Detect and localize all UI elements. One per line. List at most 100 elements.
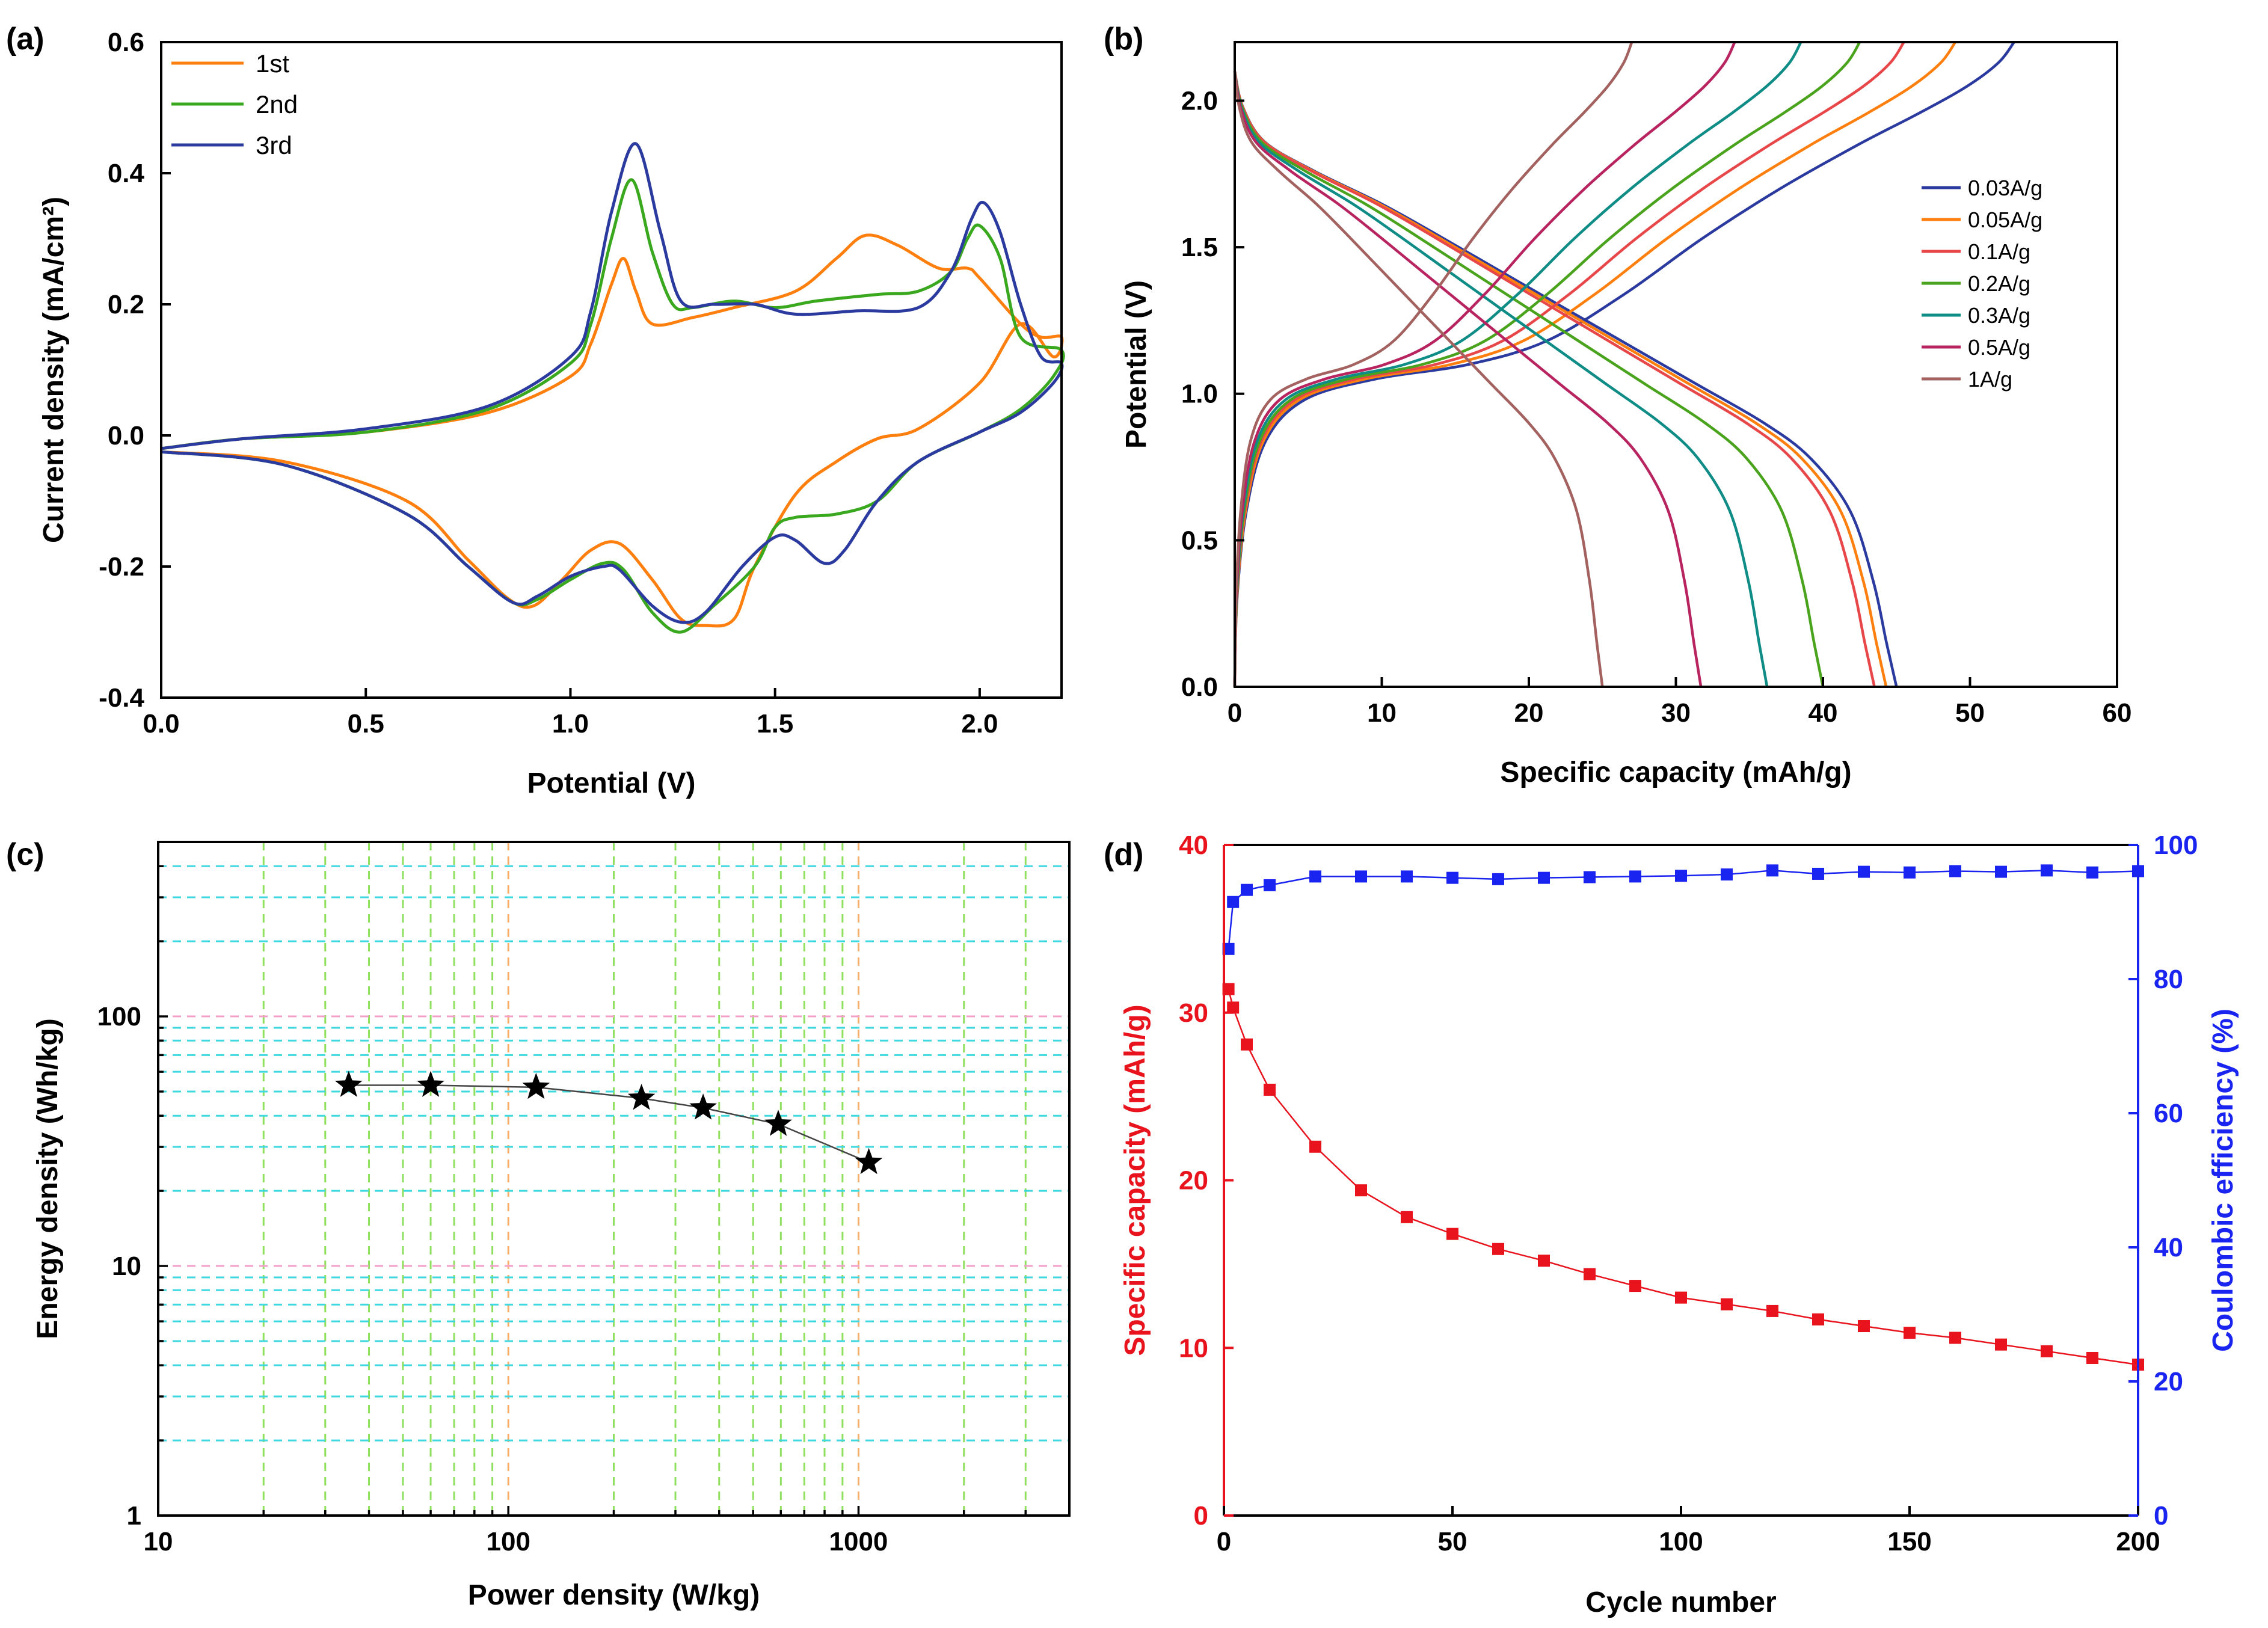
data-point-left (1401, 1211, 1413, 1223)
y-tick-label-right: 20 (2154, 1367, 2183, 1396)
y-axis-title: Current density (mA/cm²) (38, 197, 70, 543)
legend-label: 1A/g (1968, 367, 2012, 392)
data-point-left (1675, 1291, 1687, 1304)
data-point-right (1538, 871, 1550, 884)
data-point-right (1629, 870, 1641, 883)
x-tick-label: 1.0 (552, 709, 589, 739)
y-axis-title: Energy density (Wh/kg) (32, 1018, 64, 1339)
x-tick-label: 50 (1438, 1527, 1467, 1556)
data-point-left (1629, 1280, 1641, 1292)
data-point-left (1241, 1038, 1253, 1051)
x-tick-label: 0.5 (348, 709, 384, 739)
y-tick-label: 1 (127, 1501, 141, 1531)
y-tick-label-left: 0 (1194, 1501, 1208, 1531)
data-point-left (1355, 1184, 1367, 1197)
y-axis-title-right: Coulombic efficiency (%) (2207, 1009, 2239, 1352)
discharge-curve-0.2A/g (1233, 71, 1825, 687)
y-tick-label-right: 100 (2154, 831, 2198, 860)
data-point-left (1812, 1313, 1824, 1325)
x-tick-label: 100 (487, 1527, 530, 1556)
discharge-curve-1A/g (1233, 71, 1604, 687)
data-point-right (1401, 870, 1413, 883)
data-point-left (1309, 1140, 1321, 1153)
x-tick-label: 0 (1228, 698, 1242, 728)
panel-label: (b) (1104, 22, 1143, 57)
data-point-left (1227, 1001, 1240, 1014)
panel-label: (a) (6, 22, 45, 57)
data-point-star (417, 1070, 444, 1097)
data-point-left (1492, 1243, 1504, 1255)
x-tick-label: 0 (1217, 1527, 1231, 1556)
data-point-star (764, 1110, 792, 1136)
data-point-right (1858, 865, 1870, 878)
data-point-right (1766, 864, 1778, 877)
data-point-left (1222, 983, 1235, 995)
y-tick-label-left: 20 (1179, 1166, 1208, 1196)
data-point-star (627, 1084, 656, 1110)
y-tick-label-left: 10 (1179, 1333, 1208, 1363)
y-tick-label: -0.4 (99, 683, 144, 713)
data-point-right (1812, 867, 1824, 880)
y-tick-label: 2.0 (1181, 86, 1218, 115)
legend-label: 3rd (256, 131, 292, 159)
data-point-right (1721, 868, 1733, 881)
x-tick-label: 100 (1659, 1527, 1703, 1556)
x-tick-label: 2.0 (961, 709, 998, 739)
y-axis-title-left: Specific capacity (mAh/g) (1119, 1004, 1151, 1356)
x-tick-label: 50 (1955, 698, 1985, 728)
plot-frame (160, 41, 1063, 699)
y-tick-label-right: 60 (2154, 1099, 2183, 1128)
x-tick-label: 40 (1809, 698, 1838, 728)
data-point-right (1949, 865, 1961, 877)
data-point-left (1264, 1083, 1276, 1096)
legend-label: 1st (256, 49, 289, 78)
x-tick-label: 1000 (829, 1527, 888, 1556)
legend-label: 2nd (256, 90, 298, 118)
data-point-right (1227, 895, 1240, 908)
x-axis-title: Specific capacity (mAh/g) (1500, 757, 1851, 788)
y-tick-label-right: 80 (2154, 965, 2183, 994)
data-point-right (1584, 871, 1596, 883)
x-axis-title: Power density (W/kg) (468, 1579, 760, 1611)
y-tick-label-right: 40 (2154, 1233, 2183, 1262)
legend-label: 0.3A/g (1968, 303, 2030, 328)
panel-label: (d) (1104, 837, 1143, 872)
panel-a: (a) 0.0 0.5 1.0 1.5 2.0 -0.4 -0.2 0.0 0.2 0.4 0.6 Po… (6, 22, 1065, 799)
x-tick-label: 60 (2103, 698, 2132, 728)
y-tick-label: 100 (97, 1002, 141, 1031)
y-tick-label: 10 (112, 1252, 141, 1281)
data-point-right (1675, 870, 1687, 882)
y-tick-label: 1.5 (1181, 233, 1218, 262)
y-tick-label-left: 40 (1179, 831, 1208, 860)
discharge-curve-0.1A/g (1233, 71, 1876, 687)
data-point-left (1904, 1327, 1916, 1339)
legend-label: 0.05A/g (1968, 207, 2042, 232)
x-tick-label: 200 (2116, 1527, 2160, 1556)
data-point-right (1904, 866, 1916, 879)
legend-label: 0.03A/g (1968, 176, 2042, 200)
y-tick-label: 1.0 (1181, 379, 1218, 409)
data-point-left (1949, 1332, 1961, 1344)
panel-d: (d)0 50 100 150 200010203040020406080100Cycl… (1104, 831, 2239, 1618)
x-tick-label: 1.5 (757, 709, 793, 739)
x-axis-title: Potential (V) (527, 767, 695, 799)
panel-b: (b) 0 10 20 30 40 50 60 0.0 0.5 1.0 1.5 2.0 Specific … (1104, 22, 2131, 788)
y-tick-label-right: 0 (2154, 1501, 2168, 1531)
data-point-left (2086, 1351, 2098, 1364)
data-point-right (1241, 883, 1253, 896)
legend-label: 0.1A/g (1968, 239, 2030, 264)
discharge-curve-0.3A/g (1233, 71, 1769, 687)
x-tick-label: 30 (1661, 698, 1691, 728)
y-tick-label: 0.0 (108, 421, 144, 450)
data-point-left (1584, 1268, 1596, 1280)
data-point-star (689, 1093, 717, 1120)
y-tick-label: 0.2 (108, 290, 144, 319)
data-point-left (2041, 1345, 2053, 1357)
data-point-star (334, 1070, 363, 1097)
x-tick-label: 10 (144, 1527, 173, 1556)
data-point-left (1858, 1320, 1870, 1333)
x-tick-label: 0.0 (143, 709, 179, 739)
data-point-right (1446, 871, 1458, 884)
charge-curve-0.5A/g (1233, 41, 1736, 687)
